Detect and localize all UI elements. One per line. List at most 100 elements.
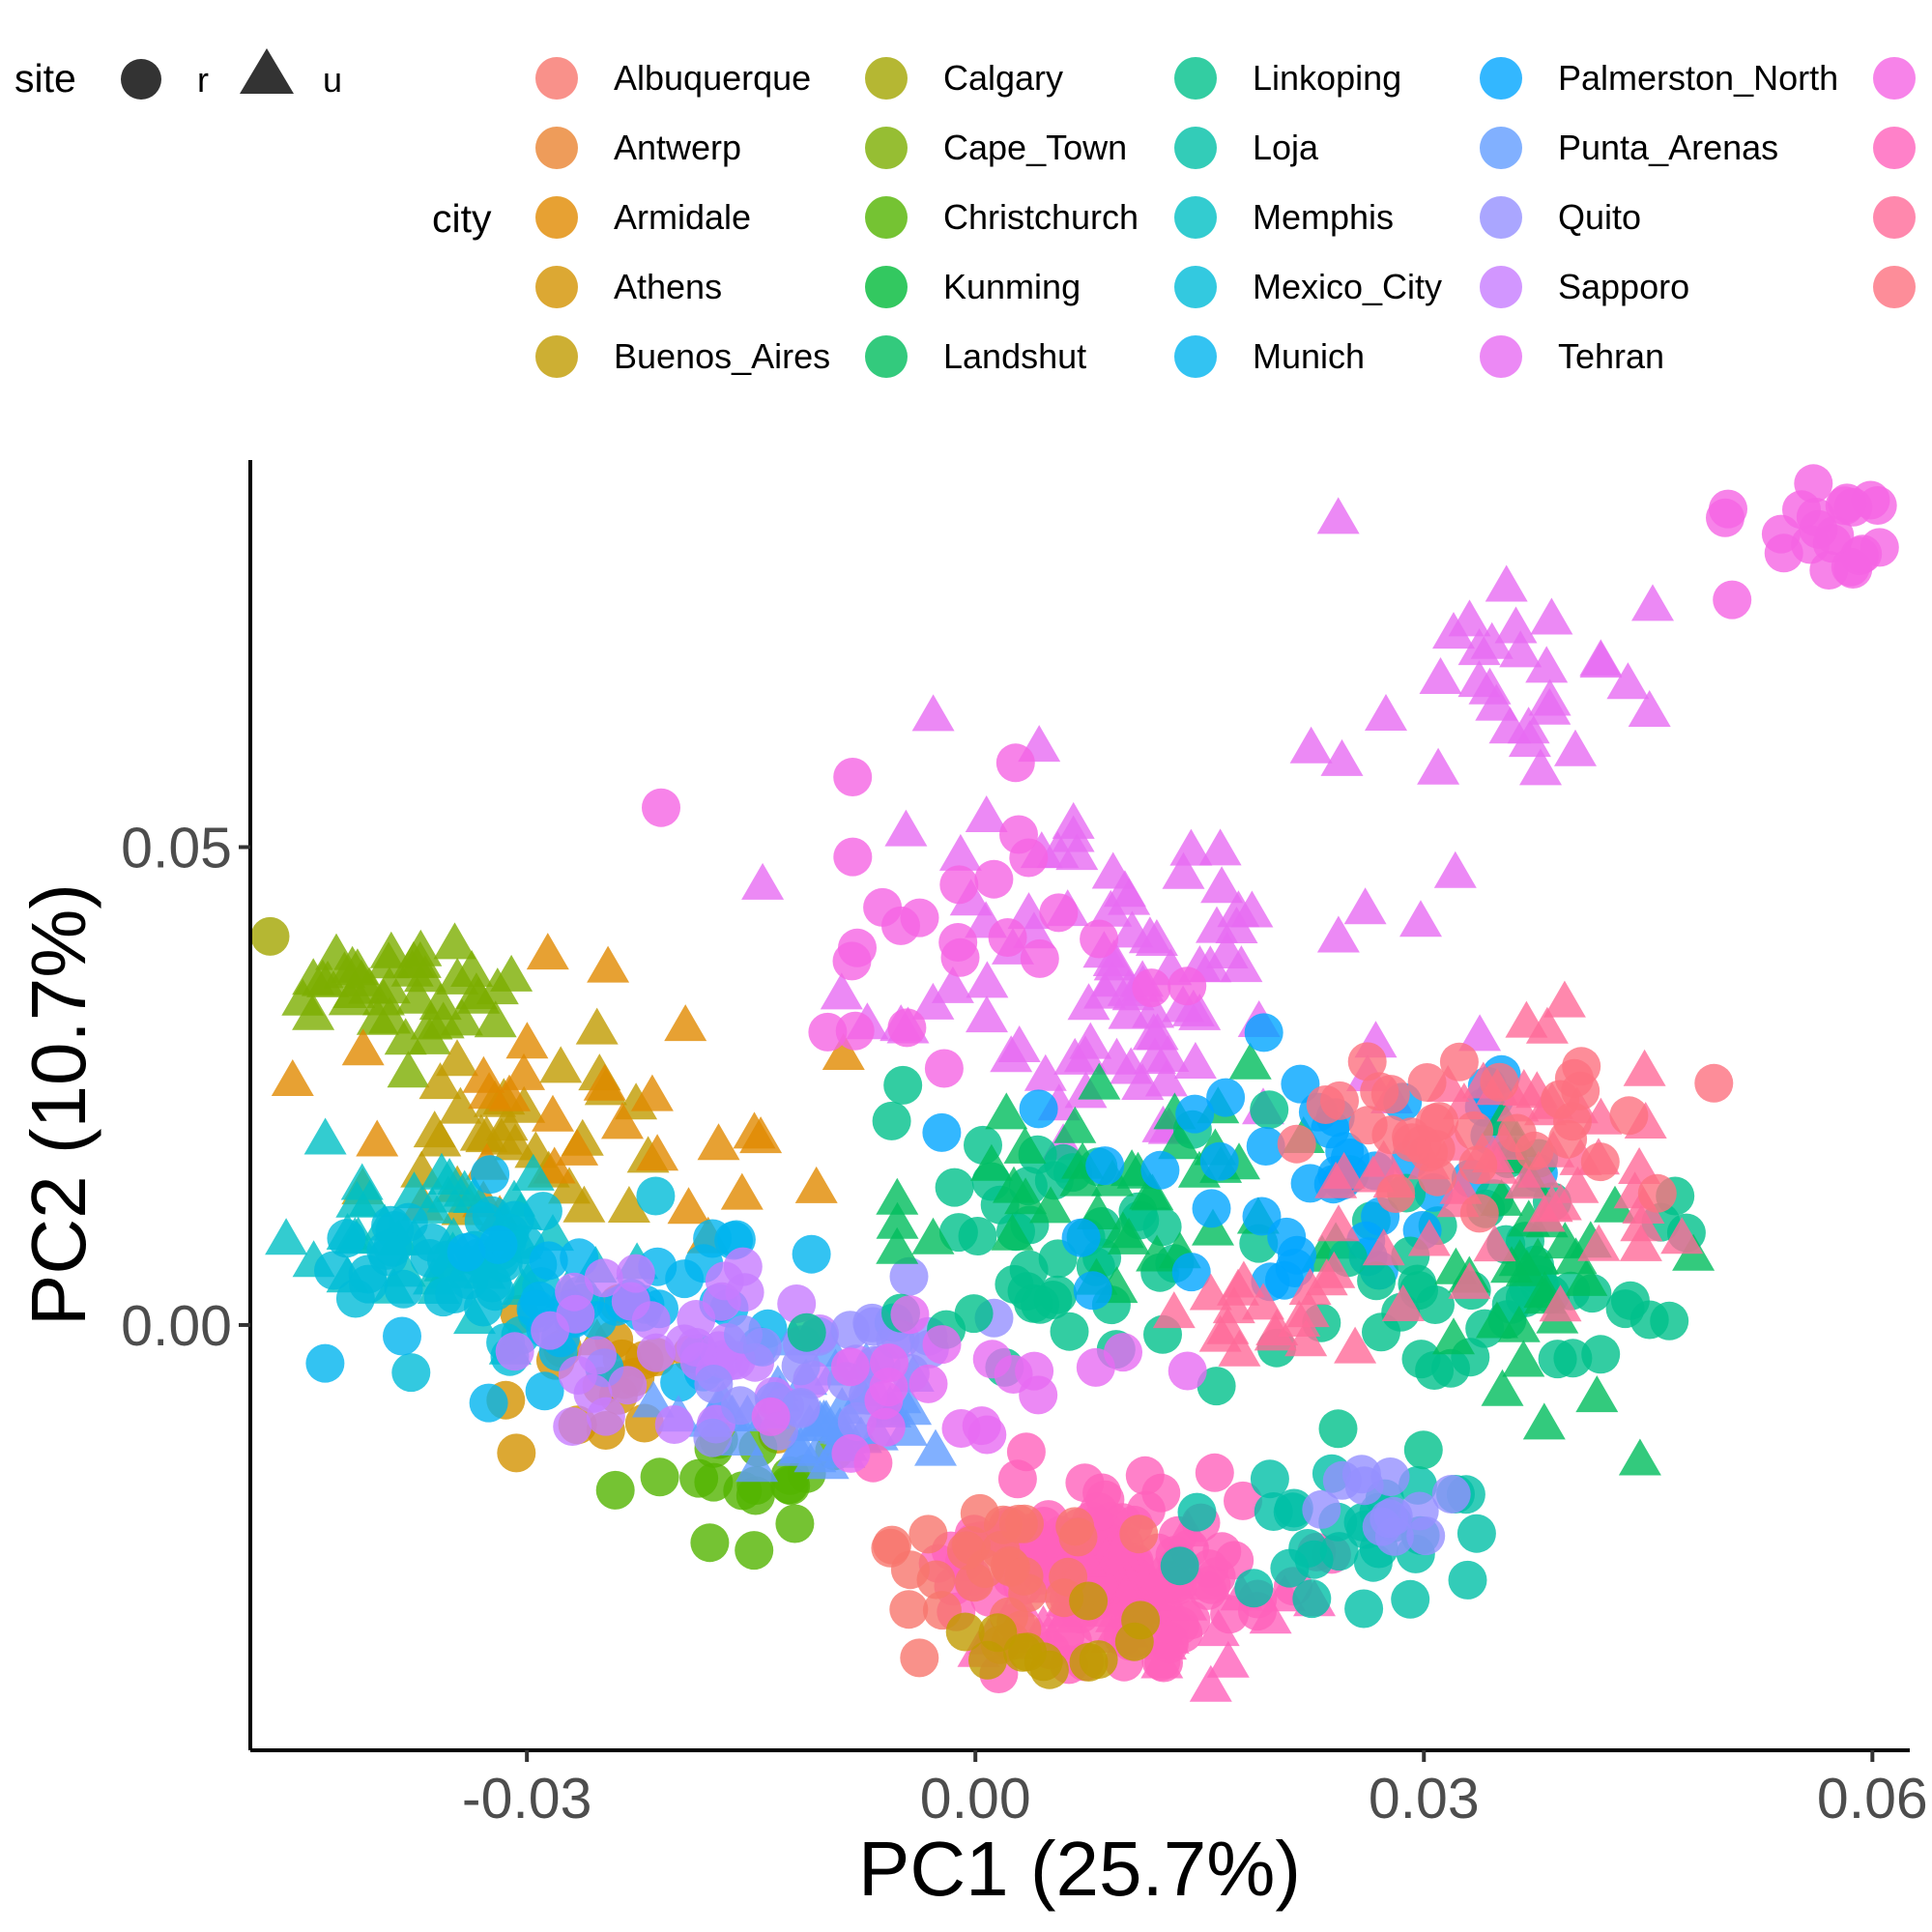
data-point-triangle	[1218, 1329, 1261, 1367]
data-point-triangle	[1024, 1053, 1067, 1091]
data-point-circle	[995, 743, 1035, 783]
data-point-triangle	[562, 1185, 606, 1223]
data-point-triangle	[876, 1177, 919, 1215]
data-point-triangle	[387, 1051, 430, 1088]
data-point-circle	[1416, 1285, 1455, 1324]
data-point-circle	[1637, 1173, 1677, 1213]
legend-label-0-2: Armidale	[614, 197, 751, 237]
data-point-triangle	[1618, 1438, 1661, 1476]
data-point-circle	[1415, 1351, 1455, 1390]
x-tick-label: 0.00	[920, 1767, 1031, 1831]
data-point-circle	[1458, 1145, 1498, 1185]
data-point-circle	[1391, 1579, 1430, 1619]
data-point-circle	[999, 815, 1038, 854]
data-point-circle	[1459, 1194, 1499, 1233]
data-point-circle	[1403, 1430, 1443, 1470]
data-point-triangle	[1029, 1186, 1073, 1224]
data-point-triangle	[1528, 678, 1572, 716]
data-point-circle	[830, 1347, 870, 1387]
data-point-triangle	[667, 1187, 710, 1225]
data-point-circle	[833, 837, 873, 877]
data-point-circle	[642, 788, 680, 827]
legend-swatch-2-1	[1174, 127, 1217, 169]
data-point-triangle	[1618, 1147, 1661, 1184]
data-point-triangle	[1169, 828, 1213, 866]
data-point-triangle	[1660, 1217, 1704, 1254]
data-point-triangle	[969, 1143, 1013, 1181]
x-axis-title: PC1 (25.7%)	[858, 1826, 1301, 1912]
data-point-triangle	[503, 1053, 545, 1090]
data-point-circle	[908, 1364, 948, 1403]
data-point-triangle	[1284, 1319, 1328, 1357]
data-point-circle	[497, 1433, 536, 1473]
data-point-triangle	[292, 958, 335, 995]
legend-swatch-0-1	[535, 127, 578, 169]
data-point-circle	[1197, 1367, 1236, 1406]
legend-label-2-0: Linkoping	[1253, 58, 1401, 98]
data-point-circle	[1406, 1516, 1446, 1556]
x-tick-label: 0.03	[1369, 1767, 1480, 1831]
data-point-triangle	[991, 1213, 1034, 1251]
data-point-triangle	[271, 1059, 314, 1096]
data-point-circle	[1050, 1312, 1089, 1351]
data-point-circle	[781, 1346, 821, 1386]
data-point-circle	[1104, 1333, 1142, 1372]
data-point-triangle	[1508, 720, 1551, 758]
data-point-triangle	[450, 950, 494, 987]
data-point-circle	[595, 1470, 635, 1510]
data-point-circle	[1694, 1063, 1734, 1103]
data-point-triangle	[1136, 1013, 1179, 1051]
data-point-triangle	[1606, 662, 1650, 700]
data-point-circle	[866, 1407, 906, 1447]
data-point-circle	[1061, 1218, 1101, 1257]
data-point-circle	[555, 1272, 594, 1312]
data-point-circle	[998, 1504, 1038, 1543]
data-point-circle	[327, 1219, 366, 1258]
data-point-triangle	[1334, 1326, 1377, 1364]
data-point-circle	[1073, 1271, 1112, 1311]
data-point-triangle	[1575, 1375, 1619, 1413]
data-point-triangle	[395, 976, 439, 1014]
data-point-triangle	[1320, 738, 1364, 776]
data-point-triangle	[1362, 1228, 1405, 1266]
legend-swatch-0-2	[535, 196, 578, 239]
data-point-circle	[742, 1327, 782, 1367]
data-point-circle	[941, 1409, 981, 1448]
data-point-circle	[1254, 1492, 1293, 1531]
legend-label-2-3: Mexico_City	[1253, 267, 1442, 306]
shape-legend-label-r: r	[197, 60, 209, 100]
data-point-triangle	[335, 1180, 379, 1218]
data-point-circle	[1080, 919, 1119, 959]
data-point-triangle	[1475, 1301, 1518, 1339]
data-point-triangle	[587, 945, 630, 983]
data-point-triangle	[1314, 1161, 1358, 1198]
data-point-circle	[1609, 1096, 1649, 1136]
data-point-triangle	[966, 995, 1008, 1033]
data-point-triangle	[332, 971, 376, 1008]
data-point-triangle	[1097, 1529, 1140, 1567]
data-point-triangle	[539, 1046, 583, 1083]
data-point-circle	[1175, 1094, 1215, 1134]
legend-swatch-1-2	[865, 196, 908, 239]
data-point-triangle	[966, 961, 1009, 998]
data-point-triangle	[356, 1119, 399, 1157]
data-point-triangle	[1399, 900, 1442, 937]
data-point-circle	[775, 1504, 815, 1543]
data-point-circle	[1039, 893, 1079, 933]
data-point-circle	[665, 1324, 704, 1364]
data-point-circle	[631, 1301, 671, 1341]
legend-label-2-4: Munich	[1253, 336, 1365, 376]
data-point-triangle	[1249, 1597, 1292, 1634]
data-point-triangle	[1619, 1224, 1662, 1261]
data-point-circle	[1199, 1141, 1239, 1181]
data-point-circle	[584, 1258, 623, 1298]
data-point-triangle	[1365, 694, 1407, 731]
data-point-triangle	[1439, 1167, 1483, 1204]
data-point-triangle	[462, 1055, 505, 1093]
data-point-circle	[654, 1405, 694, 1444]
data-point-triangle	[1206, 1640, 1250, 1678]
data-point-circle	[1009, 1250, 1049, 1289]
legend-swatch-2-2	[1174, 196, 1217, 239]
data-point-circle	[1344, 1589, 1384, 1629]
data-point-triangle	[1007, 892, 1051, 930]
